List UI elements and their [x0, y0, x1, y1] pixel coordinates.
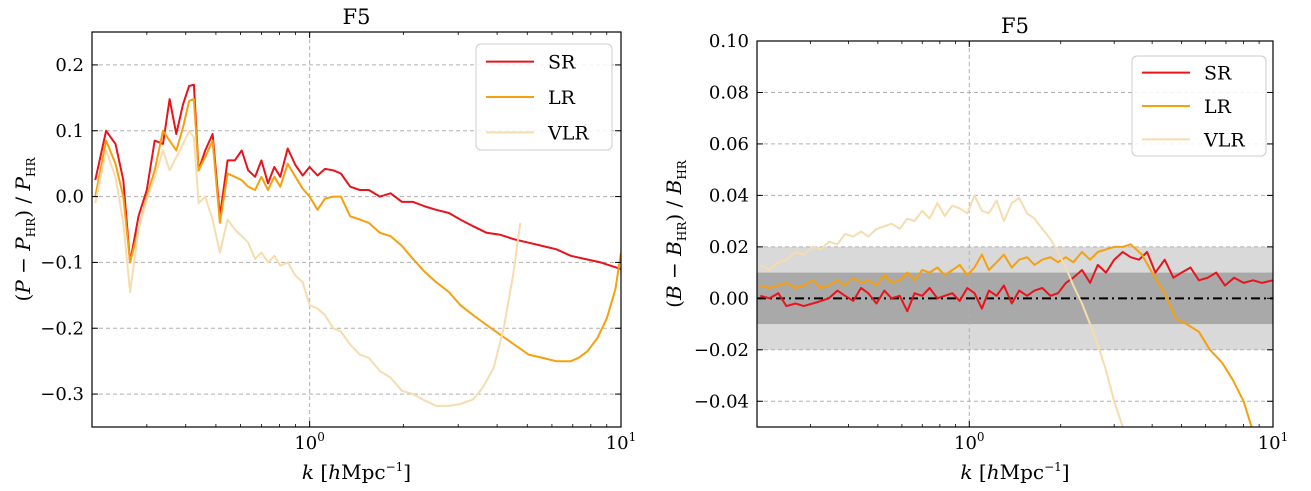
legend-box	[1131, 55, 1267, 157]
series-line-lr	[94, 98, 621, 363]
chart-panel-2: 0.10 0.08 0.06 0.04 0.02 0.00 −0.02 −0.04 100 101…	[662, 14, 1288, 484]
y-tick-label: −0.3	[40, 384, 84, 405]
series-line-lr	[760, 243, 1253, 427]
plot-frame	[756, 40, 1274, 428]
legend: SR LR VLR	[475, 43, 613, 151]
panel-title: F5	[343, 5, 371, 29]
y-tick-label: 0.0	[55, 187, 84, 208]
y-tick-label: −0.04	[694, 391, 749, 412]
legend-box	[475, 43, 613, 151]
legend-label-sr: SR	[548, 52, 576, 74]
x-axis-label: k [hMpc−1]	[302, 460, 411, 484]
y-tick-label: 0.1	[55, 121, 84, 142]
y-tick-label: −0.02	[694, 340, 749, 361]
series-line-vlr	[94, 129, 522, 407]
y-tick-label: 0.10	[709, 31, 749, 52]
y-tick-label: 0.00	[709, 288, 749, 309]
y-tick-label: 0.04	[709, 185, 749, 206]
series-group	[759, 194, 1273, 427]
legend-label-vlr: VLR	[547, 122, 589, 144]
x-tick-label: 101	[1258, 430, 1289, 454]
legend-label-vlr: VLR	[1203, 129, 1245, 151]
plot-frame	[91, 31, 622, 428]
y-tick-label: 0.2	[55, 55, 84, 76]
panel-title: F5	[1001, 14, 1029, 38]
series-line-vlr	[759, 194, 1124, 427]
y-axis-label: (P − PHR) / PHR	[11, 157, 38, 302]
y-tick-label: 0.02	[709, 237, 749, 258]
legend-label-sr: SR	[1204, 63, 1232, 85]
series-line-sr	[760, 251, 1273, 313]
y-axis-label: (B − BHR) / BHR	[662, 159, 689, 308]
x-tick-label: 100	[954, 430, 985, 454]
x-tick-label: 101	[606, 430, 637, 454]
legend-label-lr: LR	[548, 87, 576, 109]
y-tick-label: −0.2	[40, 318, 84, 339]
chart-panel-1: 0.2 0.1 0.0 −0.1 −0.2 −0.3 100 101 F5 k [hMpc−1] (…	[11, 5, 636, 484]
y-tick-label: 0.06	[709, 134, 749, 155]
x-tick-label: 100	[294, 430, 325, 454]
series-group	[94, 83, 621, 407]
y-tick-label: −0.1	[40, 252, 84, 273]
y-tick-label: 0.08	[709, 82, 749, 103]
series-line-sr	[94, 83, 621, 270]
legend: SR LR VLR	[1131, 55, 1267, 157]
legend-label-lr: LR	[1204, 96, 1232, 118]
x-axis-label: k [hMpc−1]	[960, 460, 1069, 484]
